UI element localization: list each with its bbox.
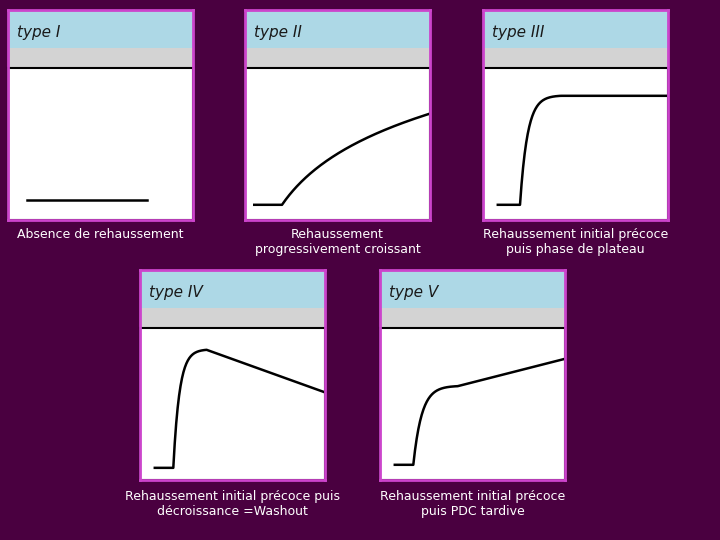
Text: Absence de rehaussement: Absence de rehaussement — [17, 228, 184, 241]
Text: type I: type I — [17, 25, 60, 40]
Text: type II: type II — [254, 25, 302, 40]
Text: Rehaussement initial précoce puis
décroissance =Washout: Rehaussement initial précoce puis décroi… — [125, 490, 340, 518]
Text: type III: type III — [492, 25, 544, 40]
Text: Rehaussement
progressivement croissant: Rehaussement progressivement croissant — [255, 228, 420, 256]
Text: type V: type V — [390, 285, 438, 300]
Text: Rehaussement initial précoce
puis phase de plateau: Rehaussement initial précoce puis phase … — [483, 228, 668, 256]
Text: type IV: type IV — [149, 285, 203, 300]
Text: Rehaussement initial précoce
puis PDC tardive: Rehaussement initial précoce puis PDC ta… — [380, 490, 565, 518]
